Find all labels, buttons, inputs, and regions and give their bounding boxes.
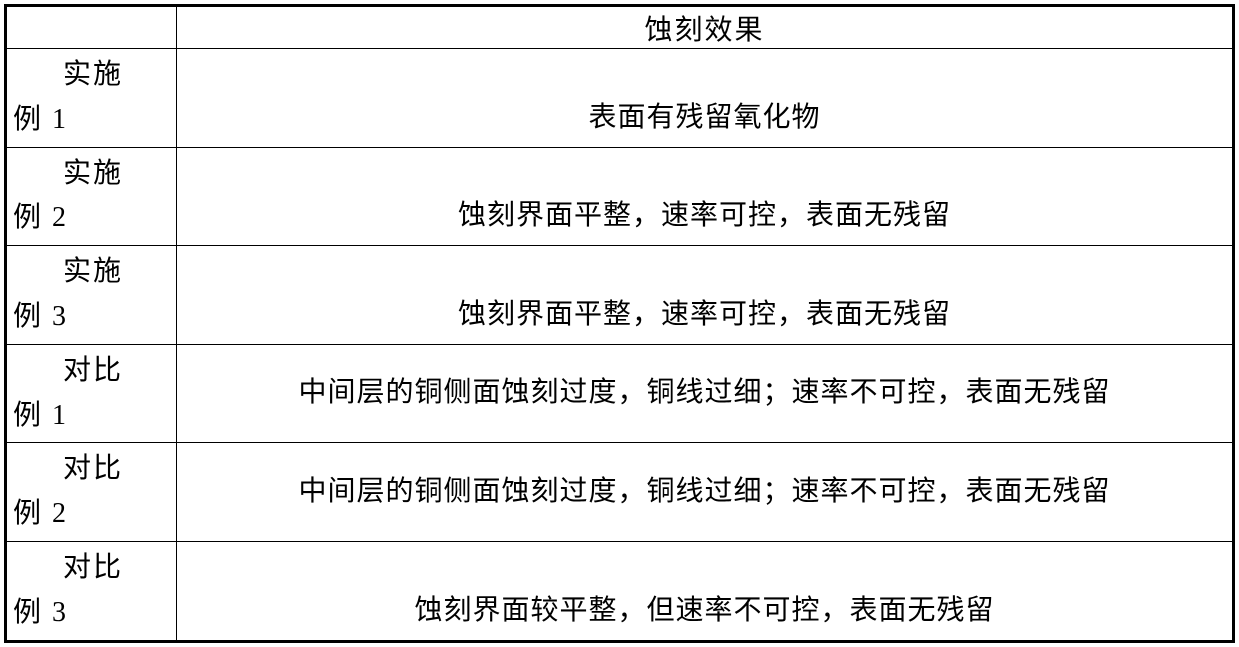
row-label: 对比 例 3 xyxy=(7,541,177,640)
header-effect: 蚀刻效果 xyxy=(177,7,1233,49)
table-row: 对比 例 2 中间层的铜侧面蚀刻过度，铜线过细；速率不可控，表面无残留 xyxy=(7,443,1233,542)
row-label: 实施 例 1 xyxy=(7,49,177,148)
table: 蚀刻效果 实施 例 1 表面有残留氧化物 实施 例 2 蚀刻界面平整，速率可控，… xyxy=(6,6,1233,641)
label-line1: 实施 xyxy=(7,250,176,295)
row-label: 对比 例 2 xyxy=(7,443,177,542)
etching-results-table: 蚀刻效果 实施 例 1 表面有残留氧化物 实施 例 2 蚀刻界面平整，速率可控，… xyxy=(4,4,1235,643)
table-row: 实施 例 1 表面有残留氧化物 xyxy=(7,49,1233,148)
label-line1: 对比 xyxy=(7,546,176,591)
row-effect: 蚀刻界面较平整，但速率不可控，表面无残留 xyxy=(177,541,1233,640)
row-label: 对比 例 1 xyxy=(7,344,177,443)
label-line1: 实施 xyxy=(7,53,176,98)
label-line1: 对比 xyxy=(7,349,176,394)
label-line2: 例 3 xyxy=(7,591,176,636)
label-line1: 对比 xyxy=(7,447,176,492)
label-line2: 例 1 xyxy=(7,98,176,143)
table-body: 实施 例 1 表面有残留氧化物 实施 例 2 蚀刻界面平整，速率可控，表面无残留… xyxy=(7,49,1233,641)
label-line2: 例 1 xyxy=(7,394,176,439)
row-effect: 中间层的铜侧面蚀刻过度，铜线过细；速率不可控，表面无残留 xyxy=(177,443,1233,542)
label-line1: 实施 xyxy=(7,152,176,197)
row-effect: 蚀刻界面平整，速率可控，表面无残留 xyxy=(177,246,1233,345)
header-blank xyxy=(7,7,177,49)
table-row: 对比 例 3 蚀刻界面较平整，但速率不可控，表面无残留 xyxy=(7,541,1233,640)
table-row: 对比 例 1 中间层的铜侧面蚀刻过度，铜线过细；速率不可控，表面无残留 xyxy=(7,344,1233,443)
row-effect: 蚀刻界面平整，速率可控，表面无残留 xyxy=(177,147,1233,246)
row-label: 实施 例 2 xyxy=(7,147,177,246)
label-line2: 例 2 xyxy=(7,492,176,537)
label-line2: 例 3 xyxy=(7,295,176,340)
row-label: 实施 例 3 xyxy=(7,246,177,345)
table-header-row: 蚀刻效果 xyxy=(7,7,1233,49)
table-row: 实施 例 2 蚀刻界面平整，速率可控，表面无残留 xyxy=(7,147,1233,246)
row-effect: 中间层的铜侧面蚀刻过度，铜线过细；速率不可控，表面无残留 xyxy=(177,344,1233,443)
label-line2: 例 2 xyxy=(7,196,176,241)
table-row: 实施 例 3 蚀刻界面平整，速率可控，表面无残留 xyxy=(7,246,1233,345)
row-effect: 表面有残留氧化物 xyxy=(177,49,1233,148)
